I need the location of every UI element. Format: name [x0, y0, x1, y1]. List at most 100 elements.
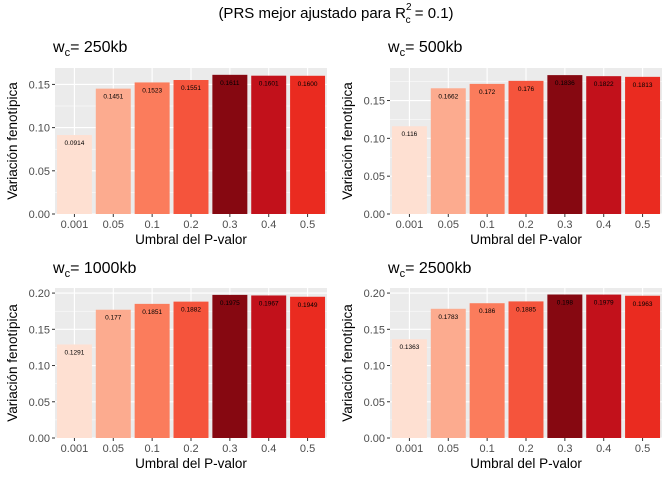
x-tick-label: 0.05: [103, 443, 124, 455]
x-tick-label: 0.1: [479, 443, 494, 455]
bar-0.4: [251, 75, 287, 215]
main-title-prefix: (PRS mejor ajustado para R: [218, 5, 407, 22]
y-tick-label: 0.05: [364, 171, 385, 183]
data-label: 0.176: [518, 86, 535, 93]
data-label: 0.1882: [181, 307, 201, 314]
main-title-sup: 2: [406, 2, 412, 13]
data-label: 0.1611: [220, 80, 240, 87]
x-tick-label: 0.05: [103, 219, 124, 231]
panel-1: 0.00 0.05 0.10 0.15 0.0914 0.001 0.1451 0.05 0.1…: [5, 39, 327, 247]
panel-2: 0.00 0.05 0.10 0.15 0.116 0.001 0.1662 0.05 0.17…: [340, 39, 662, 247]
x-axis-title: Umbral del P-valor: [135, 456, 247, 471]
bar-0.1: [134, 303, 170, 438]
data-label: 0.186: [479, 308, 496, 315]
data-label: 0.1363: [399, 344, 419, 351]
bar-0.2: [508, 301, 544, 438]
y-tick-label: 0.15: [364, 324, 385, 336]
x-tick-label: 0.001: [396, 443, 424, 455]
y-tick-label: 0.10: [364, 361, 385, 373]
panel-title: wc= 1000kb: [52, 260, 136, 280]
bar-0.001: [391, 126, 427, 214]
y-axis-title: Variación fenotípica: [340, 82, 355, 200]
x-tick-label: 0.05: [438, 443, 459, 455]
x-tick-label: 0.001: [396, 219, 424, 231]
data-label: 0.1601: [259, 81, 279, 88]
data-label: 0.1967: [259, 300, 279, 307]
bar-0.2: [508, 80, 544, 214]
x-tick-label: 0.5: [300, 443, 315, 455]
y-tick-label: 0.05: [364, 397, 385, 409]
x-tick-label: 0.5: [300, 219, 315, 231]
x-tick-label: 0.4: [596, 219, 611, 231]
bar-0.05: [95, 309, 131, 438]
bar-0.5: [290, 296, 326, 438]
y-tick-label: 0.10: [364, 133, 385, 145]
y-tick-label: 0.15: [364, 96, 385, 108]
bar-0.001: [56, 344, 92, 438]
bar-0.1: [134, 82, 170, 214]
main-title-sub: c: [405, 15, 411, 26]
data-label: 0.1551: [181, 85, 201, 92]
data-label: 0.1885: [516, 306, 536, 313]
data-label: 0.1291: [64, 349, 84, 356]
data-label: 0.198: [557, 300, 574, 307]
x-axis-title: Umbral del P-valor: [470, 456, 582, 471]
bar-0.05: [430, 88, 466, 214]
x-tick-label: 0.3: [557, 443, 572, 455]
x-tick-label: 0.1: [479, 219, 494, 231]
bar-0.5: [625, 76, 661, 215]
y-axis-title: Variación fenotípica: [5, 82, 20, 200]
y-tick-label: 0.05: [29, 397, 50, 409]
x-tick-label: 0.3: [222, 219, 237, 231]
bar-0.5: [290, 75, 326, 214]
y-tick-label: 0.10: [29, 361, 50, 373]
x-tick-label: 0.4: [261, 443, 276, 455]
data-label: 0.172: [479, 89, 496, 96]
x-tick-label: 0.5: [635, 443, 650, 455]
data-label: 0.1813: [633, 82, 653, 89]
x-tick-label: 0.4: [261, 219, 276, 231]
bar-0.3: [547, 294, 583, 438]
bar-0.3: [212, 294, 248, 438]
data-label: 0.1851: [142, 309, 162, 316]
data-label: 0.0914: [64, 140, 84, 147]
bar-0.1: [469, 83, 505, 214]
data-label: 0.1979: [594, 300, 614, 307]
bar-0.05: [95, 88, 131, 214]
y-tick-label: 0.00: [364, 433, 385, 445]
x-tick-label: 0.2: [518, 219, 533, 231]
bar-0.1: [469, 303, 505, 438]
main-title-r-script: 2c: [405, 2, 417, 26]
panel-title: wc= 250kb: [52, 39, 128, 59]
bar-0.3: [212, 74, 248, 214]
x-tick-label: 0.2: [518, 443, 533, 455]
y-tick-label: 0.00: [29, 433, 50, 445]
x-tick-label: 0.001: [61, 443, 89, 455]
panel-3: 0.00 0.05 0.10 0.15 0.20 0.1291 0.001 0.177 0.05…: [5, 260, 327, 471]
bar-0.2: [173, 301, 209, 438]
y-tick-label: 0.15: [29, 324, 50, 336]
x-tick-label: 0.5: [635, 219, 650, 231]
x-tick-label: 0.2: [183, 219, 198, 231]
data-label: 0.1523: [142, 87, 162, 94]
panel-title: wc= 2500kb: [387, 260, 471, 280]
data-label: 0.1783: [438, 314, 458, 321]
y-tick-label: 0.15: [29, 79, 50, 91]
x-tick-label: 0.05: [438, 219, 459, 231]
y-tick-label: 0.10: [29, 123, 50, 135]
data-label: 0.1822: [594, 81, 614, 88]
data-label: 0.1963: [633, 301, 653, 308]
data-label: 0.1662: [438, 93, 458, 100]
panel-title: wc= 500kb: [387, 39, 463, 59]
bar-0.001: [391, 339, 427, 438]
x-axis-title: Umbral del P-valor: [135, 232, 247, 247]
main-title: (PRS mejor ajustado para R2c = 0.1): [0, 2, 672, 26]
bar-0.001: [56, 135, 92, 214]
y-tick-label: 0.00: [364, 209, 385, 221]
data-label: 0.116: [402, 131, 418, 138]
bar-0.4: [586, 76, 622, 214]
bar-0.4: [586, 294, 622, 438]
y-tick-label: 0.05: [29, 166, 50, 178]
data-label: 0.1600: [298, 81, 318, 88]
